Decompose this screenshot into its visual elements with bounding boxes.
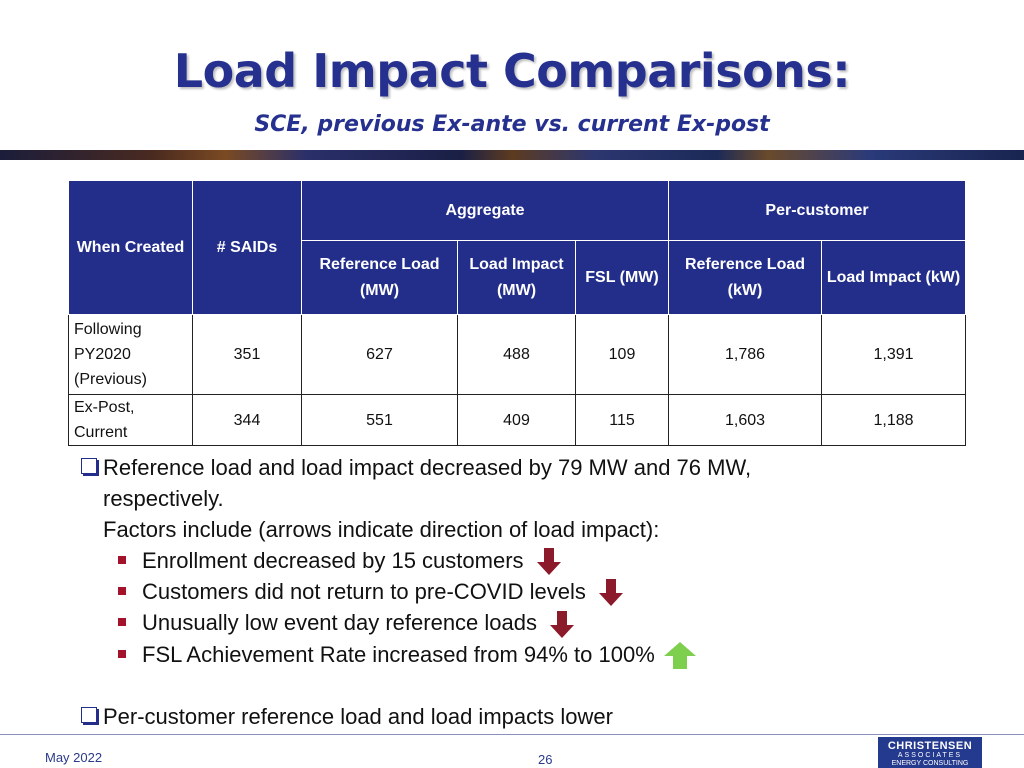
cell-agg-reference-load: 627 — [301, 314, 458, 395]
cell-when: Ex-Post, Current — [68, 394, 193, 446]
cell-pc-reference-load: 1,603 — [668, 394, 822, 446]
header-pc-reference-load: Reference Load (kW) — [668, 240, 822, 315]
factor-item: Unusually low event day reference loads — [78, 607, 978, 638]
header-pc-load-impact: Load Impact (kW) — [821, 240, 966, 315]
table-row: Following PY2020 (Previous) 351 627 488 … — [68, 314, 966, 395]
square-bullet-icon — [118, 618, 126, 627]
cell-when: Following PY2020 (Previous) — [68, 314, 193, 395]
factor-text: Unusually low event day reference loads — [142, 610, 538, 636]
factor-item: Enrollment decreased by 15 customers — [78, 545, 978, 576]
bullet-text: Per-customer reference load and load imp… — [103, 703, 613, 729]
factor-item: FSL Achievement Rate increased from 94% … — [78, 639, 978, 670]
down-arrow-icon — [536, 548, 561, 576]
header-when-created: When Created — [68, 180, 193, 315]
footer-date: May 2022 — [45, 750, 103, 765]
bullet-continuation: Factors include (arrows indicate directi… — [103, 517, 660, 542]
bullet-list: Reference load and load impact decreased… — [78, 452, 978, 732]
bullet-text: Reference load and load impact decreased… — [103, 455, 752, 480]
square-bullet-icon — [118, 587, 126, 596]
slide-subtitle: SCE, previous Ex-ante vs. current Ex-pos… — [254, 112, 770, 137]
table-row: Ex-Post, Current 344 551 409 115 1,603 1… — [68, 394, 966, 446]
header-fsl: FSL (MW) — [575, 240, 669, 315]
cell-saids: 351 — [192, 314, 302, 395]
header-banner — [0, 150, 1024, 160]
cell-agg-load-impact: 488 — [457, 314, 576, 395]
factor-text: FSL Achievement Rate increased from 94% … — [142, 641, 655, 667]
checkbox-bullet-icon — [81, 458, 97, 474]
factor-text: Customers did not return to pre-COVID le… — [142, 579, 586, 605]
header-aggregate: Aggregate — [301, 180, 669, 241]
down-arrow-icon — [550, 610, 575, 638]
bullet-item: Reference load and load impact decreased… — [78, 452, 978, 483]
cell-fsl: 109 — [575, 314, 669, 395]
square-bullet-icon — [118, 649, 126, 658]
cell-agg-reference-load: 551 — [301, 394, 458, 446]
factor-text: Enrollment decreased by 15 customers — [142, 548, 524, 573]
header-per-customer: Per-customer — [668, 180, 966, 241]
down-arrow-icon — [598, 579, 623, 607]
slide-title: Load Impact Comparisons: — [173, 44, 851, 98]
cell-fsl: 115 — [575, 394, 669, 446]
up-arrow-icon — [663, 641, 696, 669]
header-agg-reference-load: Reference Load (MW) — [301, 240, 458, 315]
comparison-table: When Created # SAIDs Aggregate Per-custo… — [68, 180, 966, 446]
checkbox-bullet-icon — [81, 706, 97, 723]
bullet-item: Per-customer reference load and load imp… — [78, 701, 978, 732]
header-saids: # SAIDs — [192, 180, 302, 315]
cell-pc-load-impact: 1,188 — [821, 394, 966, 446]
bullet-continuation: respectively. — [103, 486, 224, 511]
cell-agg-load-impact: 409 — [457, 394, 576, 446]
cell-pc-load-impact: 1,391 — [821, 314, 966, 395]
square-bullet-icon — [118, 556, 126, 564]
company-logo: CHRISTENSEN ASSOCIATES ENERGY CONSULTING — [878, 737, 982, 768]
footer-divider — [0, 734, 1024, 735]
header-agg-load-impact: Load Impact (MW) — [457, 240, 576, 315]
cell-pc-reference-load: 1,786 — [668, 314, 822, 395]
page-number: 26 — [538, 752, 553, 767]
factor-item: Customers did not return to pre-COVID le… — [78, 576, 978, 607]
cell-saids: 344 — [192, 394, 302, 446]
